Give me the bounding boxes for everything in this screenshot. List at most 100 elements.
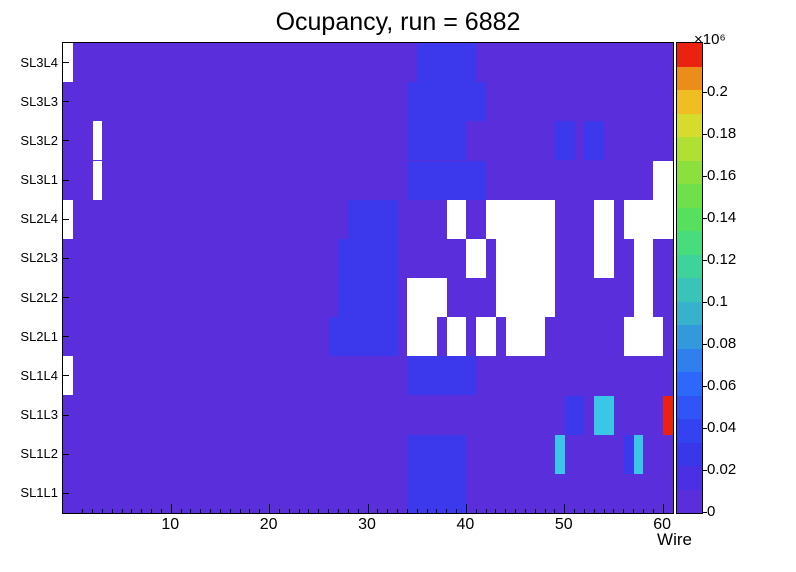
- heatmap-cell-SL2L4-58-62: [623, 199, 673, 239]
- y-axis-tick: [63, 179, 69, 181]
- heatmap-cell-SL1L1-36-41: [407, 473, 467, 513]
- colorbar-band: [677, 489, 702, 513]
- y-axis-label-SL3L2: SL3L2: [20, 132, 58, 148]
- colorbar-band: [677, 136, 702, 161]
- colorbar-band: [677, 207, 702, 231]
- heatmap-cell-SL3L1-4: [92, 160, 103, 200]
- colorbar-band: [677, 89, 702, 114]
- heatmap-plot-area: [62, 42, 674, 514]
- x-axis-minor-tick: [534, 509, 536, 513]
- heatmap-cell-SL2L3-45-50: [495, 238, 555, 278]
- x-axis-tick-label-20: 20: [259, 516, 278, 533]
- heatmap-cell-SL2L3-55-56: [594, 238, 614, 278]
- colorbar-tick: [703, 133, 707, 135]
- heatmap-cell-SL2L4-30-34: [348, 199, 398, 239]
- heatmap-cell-SL1L2-36-41: [407, 434, 467, 474]
- colorbar-band: [677, 160, 702, 184]
- y-axis-label-SL2L1: SL2L1: [20, 328, 58, 344]
- colorbar-tick-label-0.16: 0.16: [707, 167, 737, 185]
- y-axis-label-SL1L3: SL1L3: [20, 407, 58, 423]
- heatmap-cell-SL3L2-51-52: [554, 121, 575, 161]
- x-axis-minor-tick: [298, 509, 300, 513]
- heatmap-cell-SL2L4-40-41: [446, 199, 467, 239]
- heatmap-cell-SL1L2-58: [623, 434, 634, 474]
- heatmap-cell-SL2L4-55-56: [594, 199, 614, 239]
- heatmap-cell-SL2L2-36-39: [407, 278, 447, 318]
- x-axis-minor-tick: [544, 509, 546, 513]
- colorbar-tick: [703, 427, 707, 429]
- y-axis-label-SL1L1: SL1L1: [20, 485, 58, 501]
- y-axis-label-SL3L3: SL3L3: [20, 93, 58, 109]
- heatmap-cell-SL1L3-62: [663, 395, 673, 435]
- x-axis-minor-tick: [219, 509, 221, 513]
- x-axis-minor-tick: [387, 509, 389, 513]
- heatmap-cell-SL1L2-59: [633, 434, 644, 474]
- heatmap-cell-SL2L3-59-60: [633, 238, 654, 278]
- x-axis-minor-tick: [200, 509, 202, 513]
- y-axis-tick: [63, 101, 69, 103]
- x-axis-tick-label-40: 40: [456, 516, 475, 533]
- x-axis-minor-tick: [583, 509, 585, 513]
- x-axis-tick-label-60: 60: [653, 516, 672, 533]
- y-axis-label-SL1L2: SL1L2: [20, 446, 58, 462]
- x-axis-minor-tick: [446, 509, 448, 513]
- x-axis-minor-tick: [239, 509, 241, 513]
- x-axis-minor-tick: [505, 509, 507, 513]
- x-axis-minor-tick: [357, 509, 359, 513]
- colorbar-tick-label-0.18: 0.18: [707, 125, 737, 143]
- heatmap-cell-SL2L1-36-38: [407, 317, 437, 357]
- heatmap-cell-SL2L2-45-50: [495, 278, 555, 318]
- colorbar-tick-label-0.08: 0.08: [707, 335, 737, 353]
- x-axis-minor-tick: [288, 509, 290, 513]
- x-axis-minor-tick: [397, 509, 399, 513]
- heatmap-cell-SL2L3-29-34: [338, 238, 398, 278]
- x-axis-minor-tick: [131, 509, 133, 513]
- x-axis-major-tick: [662, 504, 664, 513]
- x-axis-minor-tick: [633, 509, 635, 513]
- colorbar-tick-label-0.12: 0.12: [707, 251, 737, 269]
- x-axis-minor-tick: [347, 509, 349, 513]
- x-axis-major-tick: [465, 504, 467, 513]
- y-axis-tick: [63, 297, 69, 299]
- colorbar-tick-label-0.2: 0.2: [707, 83, 728, 101]
- colorbar-band: [677, 348, 702, 372]
- x-axis-minor-tick: [82, 509, 84, 513]
- y-axis-tick: [63, 414, 69, 416]
- heatmap-cell-SL3L3-36-43: [407, 82, 487, 122]
- heatmap-cell-SL2L1-58-61: [623, 317, 664, 357]
- y-axis-label-SL2L2: SL2L2: [20, 289, 58, 305]
- colorbar-band: [677, 183, 702, 208]
- colorbar-band: [677, 277, 702, 302]
- x-axis-minor-tick: [210, 509, 212, 513]
- colorbar-band: [677, 371, 702, 396]
- y-axis-tick: [63, 492, 69, 494]
- x-axis-minor-tick: [436, 509, 438, 513]
- colorbar-tick: [703, 469, 707, 471]
- x-axis-minor-tick: [92, 509, 94, 513]
- x-axis-minor-tick: [151, 509, 153, 513]
- x-axis-minor-tick: [426, 509, 428, 513]
- heatmap-cell-SL3L1-61-62: [653, 160, 673, 200]
- x-axis-minor-tick: [554, 509, 556, 513]
- y-axis-tick: [63, 140, 69, 142]
- colorbar-tick-label-0.1: 0.1: [707, 293, 728, 311]
- x-axis-minor-tick: [485, 509, 487, 513]
- y-axis-tick: [63, 453, 69, 455]
- colorbar-band: [677, 230, 702, 255]
- x-axis-tick-label-30: 30: [358, 516, 376, 533]
- y-axis-labels: SL3L4 SL3L3 SL3L2 SL3L1 SL2L4 SL2L3 SL2L2 SL2L1…: [0, 0, 58, 572]
- x-axis-minor-tick: [623, 509, 625, 513]
- colorbar-tick: [703, 259, 707, 261]
- x-axis-tick-label-50: 50: [554, 516, 573, 533]
- colorbar-tick: [703, 301, 707, 303]
- colorbar-band: [677, 66, 702, 90]
- colorbar-tick: [703, 511, 707, 513]
- y-axis-label-SL3L1: SL3L1: [20, 172, 58, 188]
- x-axis-minor-tick: [613, 509, 615, 513]
- colorbar-band: [677, 42, 702, 67]
- x-axis-minor-tick: [141, 509, 143, 513]
- colorbar-band: [677, 442, 702, 466]
- colorbar-band: [677, 254, 702, 278]
- heatmap-cell-SL2L2-29-34: [338, 278, 398, 318]
- x-axis-minor-tick: [328, 509, 330, 513]
